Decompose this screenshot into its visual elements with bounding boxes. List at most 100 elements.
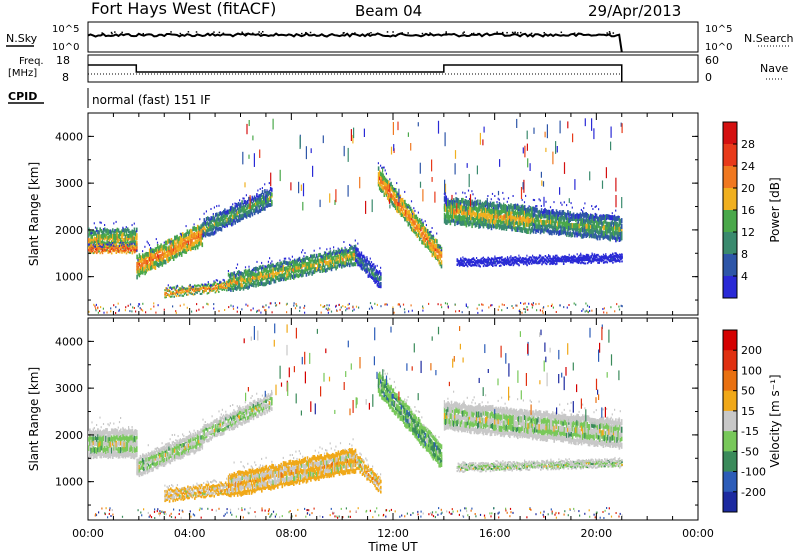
data-cell — [407, 214, 410, 219]
data-cell — [228, 209, 231, 214]
data-cell — [482, 258, 485, 261]
data-cell — [224, 208, 226, 213]
data-cell — [160, 260, 162, 266]
data-cell — [256, 206, 258, 211]
data-cell — [595, 213, 598, 219]
data-cell — [286, 275, 288, 280]
data-cell — [312, 259, 314, 264]
data-cell — [447, 199, 449, 205]
data-cell — [247, 279, 249, 284]
ground-speckle — [138, 303, 140, 305]
data-cell — [358, 261, 360, 265]
data-cell — [496, 262, 499, 265]
data-cell — [563, 228, 566, 234]
data-cell — [263, 196, 265, 201]
data-cell — [498, 224, 501, 230]
data-cell — [132, 445, 135, 452]
data-cell — [220, 287, 222, 290]
data-cell — [200, 224, 202, 230]
data-cell — [505, 212, 508, 219]
data-cell — [416, 220, 419, 226]
data-cell — [461, 215, 463, 222]
ground-speckle — [338, 303, 340, 306]
data-cell — [405, 209, 407, 215]
data-cell — [541, 224, 544, 230]
data-cell — [358, 257, 360, 261]
data-cell — [472, 219, 474, 226]
data-cell — [182, 291, 185, 294]
data-cell — [212, 231, 215, 236]
data-cell — [588, 257, 590, 260]
data-cell — [113, 240, 115, 245]
data-cell — [424, 237, 427, 243]
data-cell — [610, 215, 613, 221]
data-cell — [473, 263, 476, 266]
scatter-dot — [615, 177, 617, 192]
data-cell — [461, 220, 463, 226]
scatter-dot — [265, 194, 267, 203]
data-cell — [607, 256, 610, 259]
data-cell — [455, 197, 457, 203]
data-cell — [545, 222, 547, 228]
data-cell — [381, 184, 383, 190]
data-cell — [489, 262, 492, 265]
data-cell — [158, 263, 160, 268]
data-cell — [178, 240, 181, 246]
fringe-cell — [469, 198, 471, 200]
data-cell — [245, 201, 248, 205]
data-cell — [600, 257, 603, 260]
data-cell — [474, 205, 477, 211]
data-cell — [114, 249, 116, 252]
data-cell — [329, 258, 332, 263]
data-cell — [361, 267, 364, 271]
data-cell — [565, 258, 567, 261]
data-cell — [313, 253, 316, 258]
data-cell — [238, 276, 240, 281]
data-cell — [550, 257, 552, 260]
fringe-cell — [310, 255, 312, 258]
data-cell — [350, 251, 352, 256]
scatter-dot — [529, 163, 531, 171]
data-cell — [373, 273, 375, 277]
data-cell — [267, 191, 270, 195]
data-cell — [175, 253, 177, 259]
fringe-cell — [329, 247, 331, 250]
data-cell — [168, 245, 170, 251]
data-cell — [599, 225, 601, 231]
data-cell — [537, 210, 539, 216]
data-cell — [302, 269, 304, 274]
data-cell — [567, 229, 569, 235]
data-cell — [612, 226, 615, 232]
data-cell — [494, 257, 496, 260]
scatter-dot — [520, 187, 523, 199]
data-cell — [240, 285, 242, 290]
data-cell — [584, 212, 586, 218]
data-cell — [589, 256, 591, 259]
fringe-cell — [299, 260, 301, 263]
data-cell — [458, 200, 461, 206]
data-cell — [132, 230, 135, 235]
fringe-cell — [204, 283, 206, 286]
data-cell — [481, 260, 484, 263]
data-cell — [577, 260, 580, 263]
data-cell — [402, 200, 405, 205]
data-cell — [537, 256, 540, 259]
data-cell — [136, 236, 138, 241]
data-cell — [365, 270, 367, 274]
data-cell — [99, 439, 101, 446]
data-cell — [283, 260, 286, 265]
data-cell — [590, 255, 592, 258]
data-cell — [584, 255, 587, 258]
data-cell — [136, 247, 138, 250]
data-cell — [106, 231, 108, 236]
data-cell — [506, 223, 509, 229]
data-cell — [351, 245, 353, 250]
fringe-cell — [218, 204, 220, 207]
data-cell — [231, 209, 233, 214]
data-cell — [244, 200, 247, 205]
data-cell — [358, 253, 360, 258]
data-cell — [530, 220, 533, 226]
data-cell — [132, 440, 135, 447]
ground-speckle — [250, 309, 252, 312]
fringe-cell — [131, 426, 133, 428]
